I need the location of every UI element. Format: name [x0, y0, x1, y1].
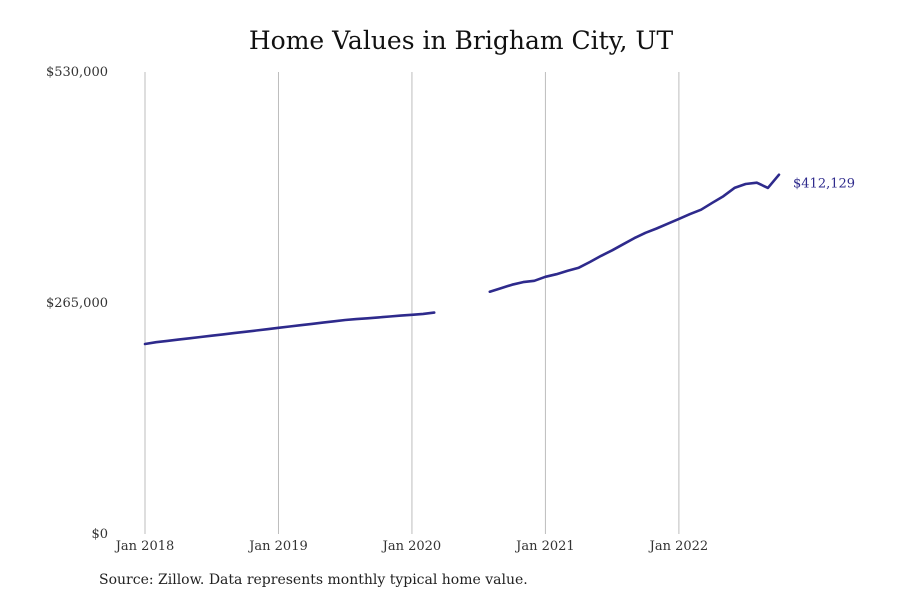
x-tick-label: Jan 2020 — [381, 539, 442, 554]
y-tick-label: $265,000 — [46, 296, 108, 311]
x-axis-ticks: Jan 2018 Jan 2019 Jan 2020 Jan 2021 Jan 2022 — [114, 539, 708, 554]
x-tick-label: Jan 2021 — [514, 539, 575, 554]
y-axis-ticks: $0 $265,000 $530,000 — [46, 65, 108, 542]
home-value-series — [143, 173, 781, 346]
y-tick-label: $0 — [91, 527, 108, 542]
x-tick-label: Jan 2018 — [114, 539, 175, 554]
y-tick-label: $530,000 — [46, 65, 108, 80]
source-note: Source: Zillow. Data represents monthly … — [99, 572, 528, 588]
series-segment-2 — [488, 173, 781, 293]
chart-title: Home Values in Brigham City, UT — [248, 26, 674, 55]
end-value-label: $412,129 — [793, 177, 855, 192]
gridlines — [144, 72, 680, 534]
x-tick-label: Jan 2022 — [648, 539, 709, 554]
series-segment-1 — [143, 311, 436, 346]
x-tick-label: Jan 2019 — [247, 539, 308, 554]
